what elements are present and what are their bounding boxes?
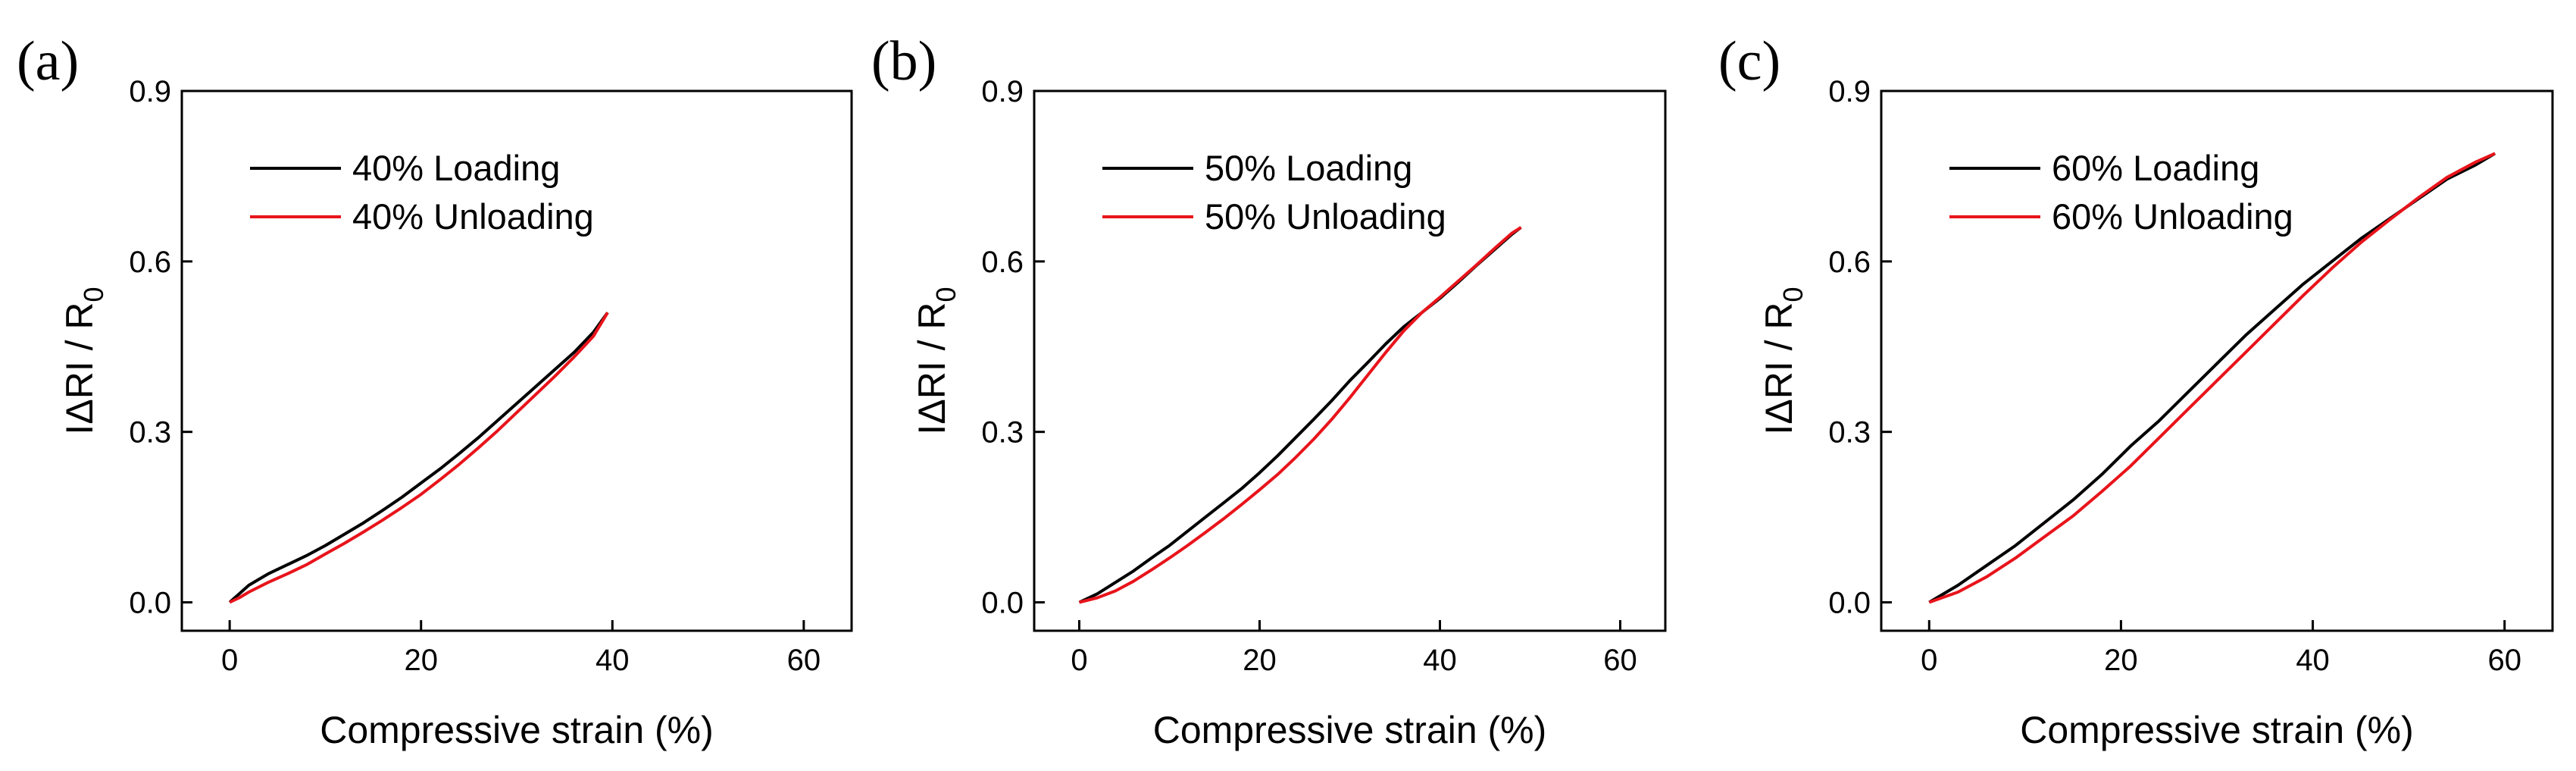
x-axis-title: Compressive strain (%) bbox=[320, 709, 714, 751]
y-axis-title: IΔRI / R0 bbox=[911, 287, 961, 434]
y-axis-title-main: IΔRI / R bbox=[58, 302, 101, 434]
series-line-unloading bbox=[1928, 152, 2496, 604]
y-axis-title-subscript: 0 bbox=[1777, 287, 1809, 302]
x-tick-label: 0 bbox=[1071, 644, 1087, 677]
panel-label: (a) bbox=[17, 30, 79, 92]
x-tick-label: 20 bbox=[404, 644, 438, 677]
x-tick-label: 60 bbox=[2487, 644, 2521, 677]
panel-b: (b) 0 20 40 60 0.0 0.3 0.6 0.9 Compressive strai… bbox=[871, 30, 1667, 751]
y-tick-label: 0.9 bbox=[129, 75, 171, 108]
series-line-unloading bbox=[229, 312, 609, 604]
x-tick-label: 20 bbox=[2104, 644, 2138, 677]
y-tick-label: 0.3 bbox=[1828, 416, 1871, 450]
x-tick-label: 60 bbox=[787, 644, 821, 677]
y-tick-label: 0.6 bbox=[1828, 246, 1871, 279]
x-tick-label: 40 bbox=[2296, 644, 2330, 677]
x-tick-label: 40 bbox=[1423, 644, 1457, 677]
y-axis-title-main: IΔRI / R bbox=[911, 302, 953, 434]
legend-label-loading: 50% Loading bbox=[1205, 148, 1412, 188]
y-tick-label: 0.0 bbox=[129, 587, 171, 620]
y-axis-title: IΔRI / R0 bbox=[1758, 287, 1809, 434]
x-tick-label: 60 bbox=[1603, 644, 1637, 677]
panel-a: (a) 0 20 40 60 0.0 0.3 0.6 0.9 Compressive strai… bbox=[17, 30, 853, 751]
legend-label-loading: 40% Loading bbox=[352, 148, 560, 188]
x-tick-label: 40 bbox=[596, 644, 630, 677]
x-axis-title: Compressive strain (%) bbox=[1153, 709, 1547, 751]
y-axis-title-main: IΔRI / R bbox=[1758, 302, 1800, 434]
y-tick-label: 0.3 bbox=[981, 416, 1024, 450]
series-line-unloading bbox=[1079, 226, 1522, 604]
x-tick-label: 20 bbox=[1243, 644, 1277, 677]
legend-label-unloading: 60% Unloading bbox=[2052, 196, 2293, 237]
y-tick-label: 0.9 bbox=[1828, 75, 1871, 108]
plot-frame bbox=[180, 89, 853, 632]
legend-label-unloading: 50% Unloading bbox=[1205, 196, 1446, 237]
y-axis-title-subscript: 0 bbox=[78, 287, 109, 302]
y-tick-label: 0.0 bbox=[1828, 587, 1871, 620]
x-tick-label: 0 bbox=[221, 644, 238, 677]
y-axis-title: IΔRI / R0 bbox=[58, 287, 109, 434]
y-tick-label: 0.3 bbox=[129, 416, 171, 450]
series-line-loading bbox=[228, 312, 609, 604]
legend-label-loading: 60% Loading bbox=[2052, 148, 2259, 188]
panel-label: (b) bbox=[871, 30, 936, 92]
legend-label-unloading: 40% Unloading bbox=[352, 196, 594, 237]
y-tick-label: 0.6 bbox=[129, 246, 171, 279]
x-tick-label: 0 bbox=[1921, 644, 1937, 677]
y-tick-label: 0.0 bbox=[981, 587, 1024, 620]
panel-label: (c) bbox=[1718, 30, 1780, 92]
plot-frame bbox=[1880, 89, 2554, 632]
y-tick-label: 0.9 bbox=[981, 75, 1024, 108]
plot-frame bbox=[1033, 89, 1667, 632]
y-axis-title-subscript: 0 bbox=[930, 287, 961, 302]
panel-c: (c) 0 20 40 60 0.0 0.3 0.6 0.9 Compressive strai… bbox=[1718, 30, 2554, 751]
x-axis-title: Compressive strain (%) bbox=[2020, 709, 2414, 751]
y-tick-label: 0.6 bbox=[981, 246, 1024, 279]
